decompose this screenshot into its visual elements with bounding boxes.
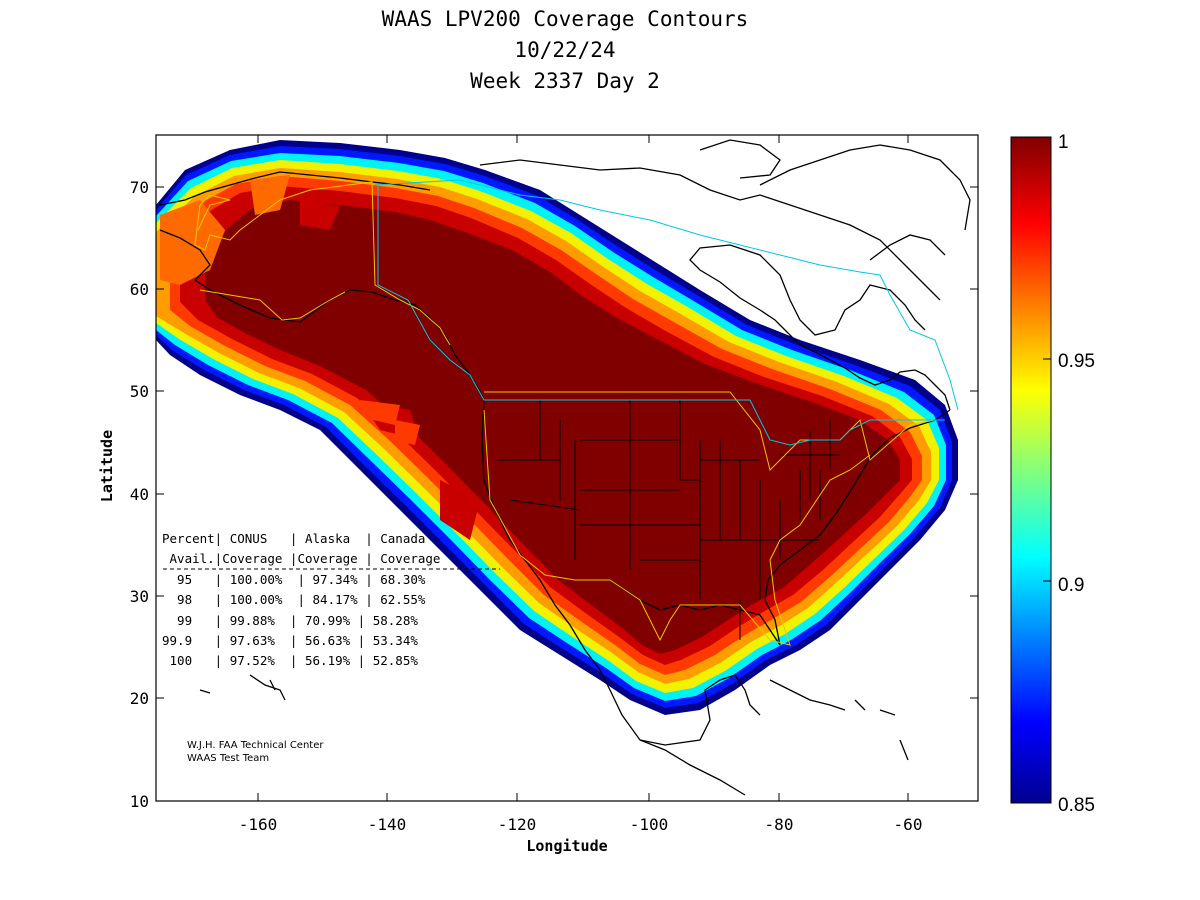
coverage-contours <box>156 140 958 715</box>
y-tick-label: 60 <box>130 280 149 299</box>
x-tick-label: -80 <box>765 815 794 834</box>
title-line-1: WAAS LPV200 Coverage Contours <box>381 7 749 31</box>
credit-line-1: W.J.H. FAA Technical Center <box>187 740 324 751</box>
colorbar-tick-label: 0.95 <box>1058 351 1095 372</box>
table-header-1: Percent| CONUS | Alaska | Canada <box>162 531 425 546</box>
colorbar-tick-label: 0.85 <box>1058 795 1095 816</box>
y-axis-label: Latitude <box>98 430 116 502</box>
table-header-2: Avail.|Coverage |Coverage | Coverage <box>162 551 440 566</box>
coverage-table: Percent| CONUS | Alaska | Canada Avail.|… <box>162 531 500 668</box>
x-tick-label: -140 <box>368 815 407 834</box>
colorbar-tick-label: 1 <box>1058 132 1069 153</box>
table-row: 98 | 100.00% | 84.17% | 62.55% <box>162 592 426 607</box>
y-tick-label: 10 <box>130 792 149 811</box>
table-row: 95 | 100.00% | 97.34% | 68.30% <box>162 572 426 587</box>
colorbar-tick-label: 0.9 <box>1058 575 1084 596</box>
colorbar-gradient <box>1010 136 1052 804</box>
x-tick-label: -160 <box>239 815 278 834</box>
contour-patch-mid <box>360 400 420 445</box>
title-line-2: 10/22/24 <box>514 38 616 62</box>
contour-patch-orange <box>160 175 290 285</box>
y-tick-label: 40 <box>130 485 149 504</box>
title-line-3: Week 2337 Day 2 <box>470 69 660 93</box>
x-axis-label: Longitude <box>526 837 607 855</box>
x-ticks: -160 -140 -120 -100 -80 -60 <box>239 135 923 834</box>
plot-frame <box>155 134 979 802</box>
x-tick-label: -100 <box>630 815 669 834</box>
y-ticks: 10 20 30 40 50 60 70 <box>130 178 978 811</box>
x-tick-label: -120 <box>498 815 537 834</box>
x-tick-label: -60 <box>894 815 923 834</box>
y-tick-label: 30 <box>130 587 149 606</box>
y-tick-label: 50 <box>130 382 149 401</box>
fir-boundaries <box>194 179 959 646</box>
credit-line-2: WAAS Test Team <box>187 753 269 764</box>
contour-patch-red <box>300 200 480 540</box>
table-row: 100 | 97.52% | 56.19% | 52.85% <box>162 653 418 668</box>
table-row: 99 | 99.88% | 70.99% | 58.28% <box>162 613 418 628</box>
y-tick-label: 20 <box>130 689 149 708</box>
table-row: 99.9 | 97.63% | 56.63% | 53.34% <box>162 633 418 648</box>
colorbar: 1 0.95 0.9 0.85 <box>1010 132 1095 816</box>
y-tick-label: 70 <box>130 178 149 197</box>
